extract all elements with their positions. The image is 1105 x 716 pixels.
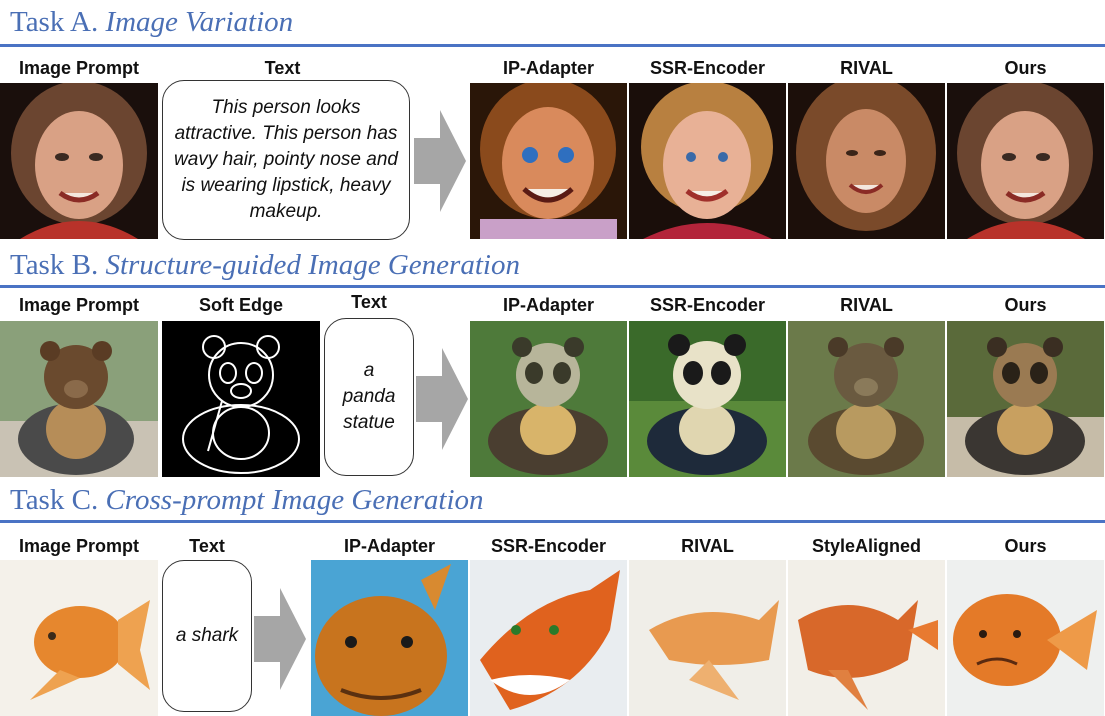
task-a-label-image-prompt: Image Prompt [18, 58, 140, 78]
task-a-title: Task A. Image Variation [10, 6, 294, 38]
task-c-label-image-prompt: Image Prompt [18, 536, 140, 556]
task-c-arrow-icon [254, 588, 306, 690]
task-a-label-ours: Ours [1004, 58, 1047, 78]
task-c-label-ip-adapter: IP-Adapter [343, 536, 435, 556]
task-c-text-prompt: a shark [162, 560, 252, 712]
task-b-ip-adapter-image [470, 321, 627, 477]
task-b-ssr-encoder-image [629, 321, 786, 477]
task-a-arrow-icon [414, 110, 466, 212]
task-a-label-rival: RIVAL [840, 58, 893, 78]
task-b-label-ip-adapter: IP-Adapter [502, 295, 594, 315]
task-c-rival-image [629, 560, 786, 716]
task-c-label-text: Text [189, 536, 225, 556]
task-a-ip-adapter-image [470, 83, 627, 239]
task-c-ours-image [947, 560, 1104, 716]
task-c-label-rival: RIVAL [681, 536, 734, 556]
task-b-label-text: Text [351, 292, 387, 312]
task-c-title: Task C. Cross-prompt Image Generation [10, 484, 484, 516]
task-c-stylealigned-image [788, 560, 945, 716]
task-c-label-ssr-encoder: SSR-Encoder [490, 536, 607, 556]
task-b-rival-image [788, 321, 945, 477]
task-b-label-image-prompt: Image Prompt [18, 295, 140, 315]
task-b-arrow-icon [416, 348, 468, 450]
task-b-label-soft-edge: Soft Edge [199, 295, 283, 315]
task-a-rule [0, 44, 1105, 47]
task-a-ours-image [947, 83, 1104, 239]
task-c-label-ours: Ours [1004, 536, 1047, 556]
task-b-ours-image [947, 321, 1104, 477]
task-a-label-text: Text [264, 58, 301, 78]
task-a-image-prompt [0, 83, 158, 239]
task-b-soft-edge-image [162, 321, 320, 477]
task-a-rival-image [788, 83, 945, 239]
task-a-label-ip-adapter: IP-Adapter [502, 58, 594, 78]
task-c-rule [0, 520, 1105, 523]
task-a-label-ssr-encoder: SSR-Encoder [649, 58, 766, 78]
task-c-label-stylealigned: StyleAligned [811, 536, 922, 556]
task-b-label-ssr-encoder: SSR-Encoder [649, 295, 766, 315]
task-c-image-prompt [0, 560, 158, 716]
task-a-text-prompt: This person looks attractive. This perso… [162, 80, 410, 240]
task-b-image-prompt [0, 321, 158, 477]
task-b-text-prompt: a panda statue [324, 318, 414, 476]
task-c-ip-adapter-image [311, 560, 468, 716]
task-b-label-rival: RIVAL [840, 295, 893, 315]
task-b-rule [0, 285, 1105, 288]
task-c-ssr-encoder-image [470, 560, 627, 716]
task-b-title: Task B. Structure-guided Image Generatio… [10, 249, 520, 281]
task-b-label-ours: Ours [1004, 295, 1047, 315]
task-a-ssr-encoder-image [629, 83, 786, 239]
